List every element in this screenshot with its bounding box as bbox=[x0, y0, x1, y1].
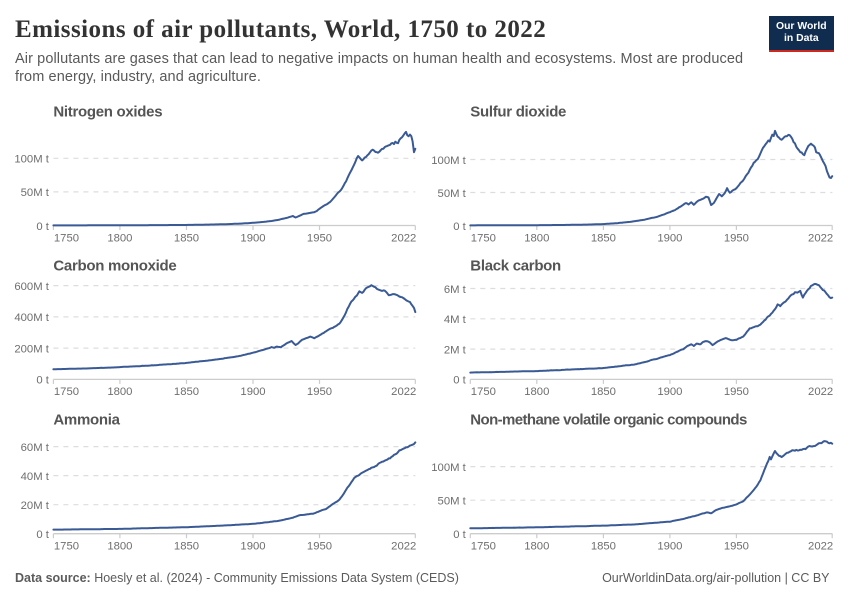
svg-text:1750: 1750 bbox=[471, 540, 496, 552]
svg-text:1800: 1800 bbox=[524, 386, 549, 398]
svg-text:1950: 1950 bbox=[724, 232, 749, 244]
svg-text:50M t: 50M t bbox=[21, 187, 50, 199]
svg-text:1750: 1750 bbox=[54, 540, 79, 552]
svg-text:1850: 1850 bbox=[591, 386, 616, 398]
svg-text:Black carbon: Black carbon bbox=[470, 258, 561, 275]
svg-text:1800: 1800 bbox=[524, 540, 549, 552]
svg-text:1950: 1950 bbox=[724, 386, 749, 398]
svg-text:1800: 1800 bbox=[107, 386, 132, 398]
svg-text:1750: 1750 bbox=[471, 386, 496, 398]
svg-text:40M t: 40M t bbox=[21, 471, 50, 483]
svg-text:0 t: 0 t bbox=[453, 221, 466, 233]
svg-text:1850: 1850 bbox=[591, 232, 616, 244]
svg-text:2022: 2022 bbox=[391, 386, 416, 398]
svg-text:1950: 1950 bbox=[307, 386, 332, 398]
svg-text:60M t: 60M t bbox=[21, 442, 50, 454]
svg-text:2022: 2022 bbox=[808, 232, 833, 244]
svg-text:100M t: 100M t bbox=[431, 462, 466, 474]
svg-text:2022: 2022 bbox=[808, 540, 833, 552]
svg-text:50M t: 50M t bbox=[438, 496, 467, 508]
svg-text:600M t: 600M t bbox=[14, 281, 49, 293]
svg-text:200M t: 200M t bbox=[14, 343, 49, 355]
svg-text:400M t: 400M t bbox=[14, 312, 49, 324]
svg-text:Sulfur dioxide: Sulfur dioxide bbox=[470, 104, 566, 121]
svg-text:1800: 1800 bbox=[107, 540, 132, 552]
svg-text:0 t: 0 t bbox=[36, 375, 49, 387]
svg-text:1950: 1950 bbox=[307, 540, 332, 552]
svg-text:2M t: 2M t bbox=[444, 344, 467, 356]
svg-text:0 t: 0 t bbox=[453, 375, 466, 387]
svg-text:1900: 1900 bbox=[240, 232, 265, 244]
svg-text:1900: 1900 bbox=[657, 232, 682, 244]
svg-text:1850: 1850 bbox=[591, 540, 616, 552]
svg-text:1750: 1750 bbox=[54, 386, 79, 398]
svg-text:1900: 1900 bbox=[240, 386, 265, 398]
svg-text:1800: 1800 bbox=[524, 232, 549, 244]
svg-text:1950: 1950 bbox=[307, 232, 332, 244]
svg-text:6M t: 6M t bbox=[444, 284, 467, 296]
svg-text:20M t: 20M t bbox=[21, 500, 50, 512]
svg-text:2022: 2022 bbox=[808, 386, 833, 398]
svg-text:1850: 1850 bbox=[174, 232, 199, 244]
svg-text:0 t: 0 t bbox=[36, 529, 49, 541]
svg-text:1750: 1750 bbox=[471, 232, 496, 244]
svg-text:2022: 2022 bbox=[391, 540, 416, 552]
svg-text:1750: 1750 bbox=[54, 232, 79, 244]
svg-text:Non-methane volatile organic c: Non-methane volatile organic compounds bbox=[470, 412, 747, 429]
svg-text:1850: 1850 bbox=[174, 386, 199, 398]
svg-text:Carbon monoxide: Carbon monoxide bbox=[53, 258, 176, 275]
svg-text:50M t: 50M t bbox=[438, 188, 467, 200]
svg-text:1800: 1800 bbox=[107, 232, 132, 244]
svg-text:1950: 1950 bbox=[724, 540, 749, 552]
svg-text:100M t: 100M t bbox=[14, 154, 49, 166]
svg-text:2022: 2022 bbox=[391, 232, 416, 244]
svg-text:100M t: 100M t bbox=[431, 155, 466, 167]
svg-text:1900: 1900 bbox=[657, 540, 682, 552]
svg-text:1900: 1900 bbox=[657, 386, 682, 398]
svg-text:0 t: 0 t bbox=[453, 529, 466, 541]
svg-text:Ammonia: Ammonia bbox=[53, 412, 120, 429]
svg-text:Nitrogen oxides: Nitrogen oxides bbox=[53, 104, 162, 121]
svg-text:0 t: 0 t bbox=[36, 221, 49, 233]
svg-text:1900: 1900 bbox=[240, 540, 265, 552]
svg-text:4M t: 4M t bbox=[444, 314, 467, 326]
svg-text:1850: 1850 bbox=[174, 540, 199, 552]
